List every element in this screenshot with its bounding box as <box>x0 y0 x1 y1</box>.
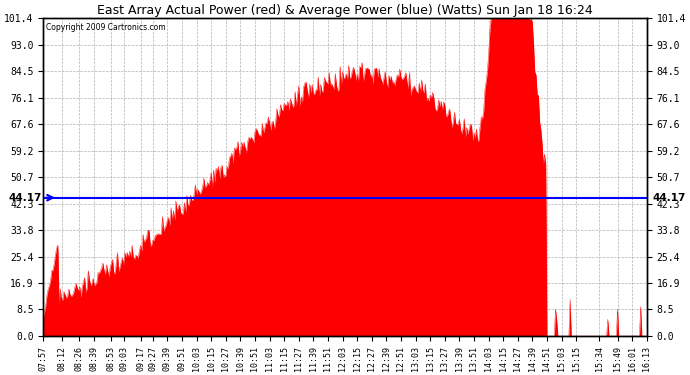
Title: East Array Actual Power (red) & Average Power (blue) (Watts) Sun Jan 18 16:24: East Array Actual Power (red) & Average … <box>97 4 593 17</box>
Text: Copyright 2009 Cartronics.com: Copyright 2009 Cartronics.com <box>46 23 166 32</box>
Text: 44.17: 44.17 <box>9 193 42 202</box>
Text: 44.17: 44.17 <box>653 193 686 202</box>
